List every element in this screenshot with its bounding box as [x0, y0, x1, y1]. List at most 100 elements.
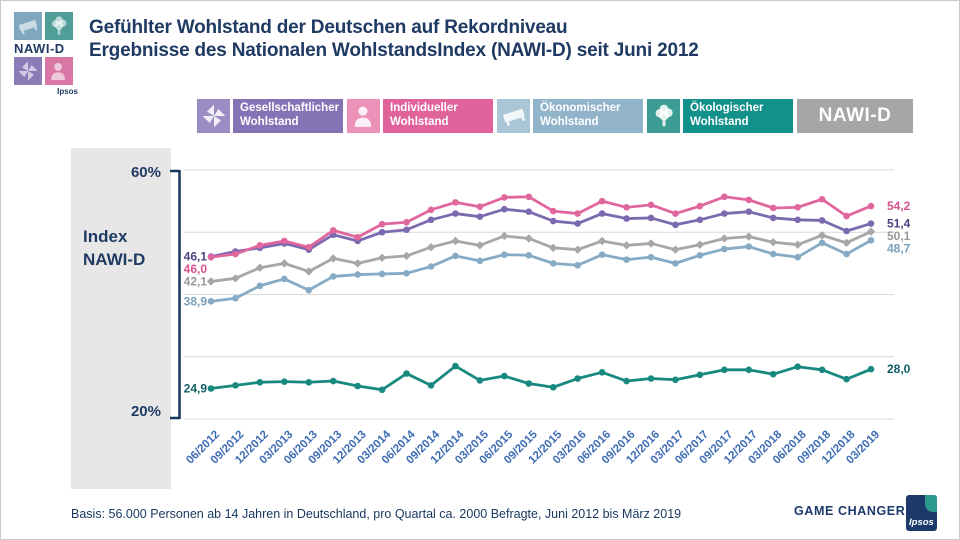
data-point	[843, 227, 850, 235]
data-point	[622, 241, 631, 250]
legend-icon-box	[347, 99, 380, 133]
data-point	[501, 251, 508, 258]
basis-note: Basis: 56.000 Personen ab 14 Jahren in D…	[71, 507, 682, 521]
data-point	[549, 383, 557, 391]
tree-icon	[655, 104, 673, 127]
data-point	[281, 378, 288, 385]
data-point	[769, 238, 778, 247]
y-axis-max-label: 60%	[130, 164, 161, 181]
data-point	[794, 204, 801, 211]
data-point	[794, 216, 801, 224]
data-point	[304, 267, 313, 276]
data-point	[305, 243, 313, 251]
data-point	[207, 298, 215, 305]
series-line-NAWI-D	[209, 230, 873, 283]
index-axis-title-line1: Index	[83, 227, 128, 246]
legend-icon-box	[197, 99, 230, 133]
data-point	[305, 286, 313, 294]
data-point	[818, 366, 826, 374]
data-point	[696, 371, 704, 379]
data-point	[329, 273, 337, 280]
legend-label: Ökonomischer Wohlstand	[533, 99, 643, 133]
bed-icon	[502, 109, 525, 127]
legend-label: Gesellschaftlicher Wohlstand	[233, 99, 343, 133]
data-point	[476, 213, 484, 220]
series-end-value: 54,2	[887, 199, 911, 213]
data-point	[329, 227, 337, 234]
bed-icon	[18, 20, 38, 35]
data-point	[598, 251, 606, 258]
data-point	[574, 375, 581, 382]
data-point	[866, 227, 876, 236]
data-point	[597, 236, 607, 246]
data-point	[501, 194, 508, 201]
data-point	[452, 362, 459, 370]
ipsos-logo-accent	[925, 495, 937, 512]
data-point	[574, 210, 581, 217]
logo-tile-bed	[14, 12, 42, 40]
data-point	[476, 203, 484, 211]
data-point	[867, 365, 875, 373]
data-point	[647, 201, 655, 209]
logo-tile-tree	[45, 12, 73, 40]
data-point	[647, 375, 655, 382]
data-point	[793, 240, 802, 249]
data-point	[867, 220, 875, 227]
title-line-1: Gefühlter Wohlstand der Deutschen auf Re…	[89, 17, 568, 38]
data-point	[525, 380, 533, 387]
data-point	[232, 294, 239, 302]
title-line-2: Ergebnisse des Nationalen WohlstandsInde…	[89, 40, 699, 62]
data-point	[524, 234, 533, 243]
data-point	[695, 240, 705, 249]
data-point	[598, 197, 606, 205]
series-start-value: 24,9	[184, 381, 208, 395]
logo-tile-row	[14, 57, 78, 85]
tree-icon	[51, 16, 67, 35]
data-point	[525, 208, 533, 216]
data-point	[354, 382, 361, 390]
data-point	[818, 239, 826, 247]
data-point	[281, 237, 288, 245]
data-point	[647, 214, 655, 222]
data-point	[206, 277, 216, 286]
legend-item: Ökonomischer Wohlstand	[497, 99, 643, 133]
data-point	[573, 245, 582, 254]
data-point	[672, 221, 679, 229]
data-point	[769, 370, 777, 378]
series-end-value: 28,0	[887, 362, 911, 376]
data-point	[842, 238, 851, 248]
data-point	[354, 233, 361, 241]
data-point	[256, 242, 264, 249]
data-point	[769, 214, 777, 222]
data-point	[696, 251, 704, 259]
data-point	[452, 210, 459, 217]
ipsos-logo: Ipsos	[906, 495, 937, 531]
logo-ipsos-label: Ipsos	[57, 87, 78, 96]
data-point	[696, 202, 704, 210]
data-point	[549, 207, 557, 215]
data-point	[818, 217, 826, 224]
data-point	[769, 250, 777, 258]
data-point	[378, 386, 386, 394]
data-point	[598, 210, 606, 217]
legend-item: Ökologischer Wohlstand	[647, 99, 793, 133]
data-point	[623, 204, 630, 211]
data-point	[817, 231, 827, 240]
page-title: Gefühlter Wohlstand der Deutschen auf Re…	[89, 16, 699, 62]
data-point	[255, 263, 265, 272]
series-line-Ökonomischer Wohlstand	[209, 238, 873, 303]
data-point	[378, 270, 386, 278]
data-point	[818, 195, 826, 203]
pinwheel-icon	[18, 61, 38, 81]
data-point	[574, 261, 581, 269]
data-point	[745, 196, 753, 204]
y-axis-panel: 60% Index NAWI-D 20%	[71, 148, 171, 489]
data-point	[721, 245, 728, 253]
data-point	[721, 366, 728, 374]
data-point	[549, 217, 557, 225]
person-icon	[354, 106, 371, 127]
legend-label: Ökologischer Wohlstand	[683, 99, 793, 133]
data-point	[598, 369, 606, 376]
logo-tile-person	[45, 57, 73, 85]
